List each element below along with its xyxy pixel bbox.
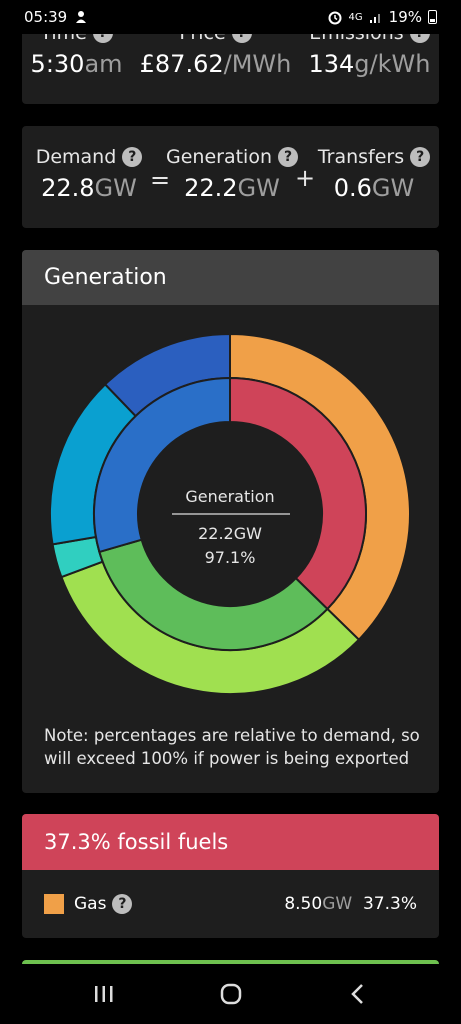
gas-value: 8.50 [284, 894, 323, 914]
price-unit: /MWh [223, 50, 292, 78]
inner-ring-slice-0 [229, 376, 367, 611]
plus-sign: + [295, 164, 316, 192]
alarm-icon [328, 11, 342, 25]
navigation-bar [0, 964, 461, 1024]
demand-label: Demand [35, 146, 117, 168]
generation-value: 22.2 [184, 174, 238, 202]
inner-ring [93, 376, 367, 651]
generation-stat: Generation? 22.2GW [162, 146, 302, 202]
status-bar: 05:39 4G 19% [0, 0, 461, 34]
network-type: 4G [348, 11, 363, 23]
price-value: £87.62 [139, 50, 224, 78]
gas-label: Gas [74, 894, 107, 914]
inner-ring-slice-1 [98, 538, 329, 651]
recent-apps-icon [94, 986, 112, 1002]
inner-ring-slice-2 [93, 376, 231, 554]
price-stat: Price? £87.62/MWh [140, 22, 292, 104]
equals-sign: = [150, 166, 171, 194]
battery-percent: 19% [388, 8, 422, 26]
home-button[interactable] [201, 974, 261, 1014]
app-content: Time? 5:30am Price? £87.62/MWh Emissions… [22, 0, 439, 964]
back-icon [350, 984, 363, 1004]
time-stat: Time? 5:30am [31, 22, 123, 104]
help-icon[interactable]: ? [122, 147, 143, 167]
generation-note: Note: percentages are relative to demand… [44, 726, 420, 768]
recent-apps-button[interactable] [74, 974, 134, 1014]
gas-swatch [44, 894, 64, 914]
emissions-value: 134 [308, 50, 355, 78]
fuel-row-gas: Gas? 8.50GW 37.3% [22, 870, 439, 938]
generation-label: Generation [166, 146, 272, 168]
emissions-unit: g/kWh [354, 50, 431, 78]
emissions-stat: Emissions? 134g/kWh [308, 22, 430, 104]
notification-icon [76, 11, 87, 23]
donut-center-label: Generation [185, 487, 274, 506]
transfers-stat: Transfers? 0.6GW [314, 146, 434, 202]
gas-percent: 37.3% [362, 894, 417, 914]
battery-icon [428, 10, 437, 24]
time-value: 5:30 [30, 50, 85, 78]
transfers-label: Transfers [317, 146, 405, 168]
generation-unit: GW [237, 174, 280, 202]
demand-unit: GW [94, 174, 137, 202]
transfers-value: 0.6 [333, 174, 372, 202]
next-card-header [22, 960, 439, 964]
gas-unit: GW [322, 894, 353, 914]
donut-center-percent: 97.1% [205, 548, 256, 567]
home-icon [220, 983, 241, 1005]
donut-center-value: 22.2GW [198, 524, 262, 543]
balance-card: Demand? 22.8GW = Generation? 22.2GW + Tr… [22, 126, 439, 228]
signal-icon [369, 14, 380, 23]
generation-donut-chart: Generation 22.2GW 97.1% [49, 332, 411, 695]
generation-header: Generation [22, 250, 439, 305]
fossil-header: 37.3% fossil fuels [22, 814, 439, 870]
demand-value: 22.8 [41, 174, 95, 202]
time-unit: am [84, 50, 123, 78]
back-button[interactable] [328, 974, 388, 1014]
help-icon[interactable]: ? [278, 147, 298, 167]
generation-card: Generation Generation 22.2GW 97.1% Note:… [22, 250, 439, 793]
status-time: 05:39 [24, 8, 68, 26]
demand-stat: Demand? 22.8GW [34, 146, 144, 202]
fossil-card: 37.3% fossil fuels Gas? 8.50GW 37.3% [22, 814, 439, 938]
help-icon[interactable]: ? [112, 894, 133, 914]
help-icon[interactable]: ? [410, 147, 431, 167]
transfers-unit: GW [371, 174, 415, 202]
